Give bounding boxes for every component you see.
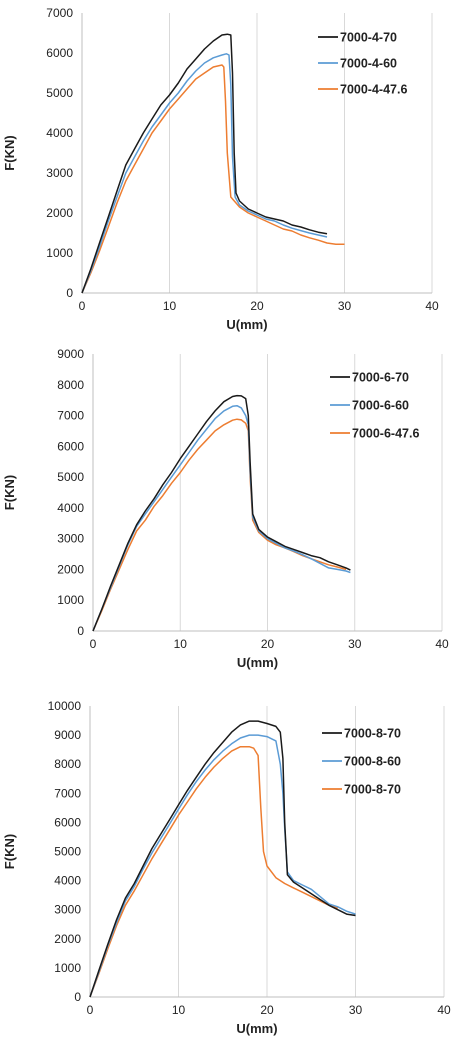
y-tick-label: 1000 [54,961,81,975]
y-tick-label: 7000 [46,6,73,20]
y-tick-label: 1000 [57,593,84,607]
x-tick-label: 0 [79,299,86,313]
y-tick-label: 3000 [54,903,81,917]
y-tick-label: 4000 [57,501,84,515]
x-tick-label: 40 [437,1003,451,1017]
y-tick-label: 0 [66,286,73,300]
y-tick-label: 4000 [46,126,73,140]
series-line-1 [81,33,328,294]
series-line-3 [89,745,339,998]
chart-2: 0 10 20 30 40 0 1000 2000 3000 4000 5000 6000 7000 80… [2,347,449,670]
chart-panel-3: 0 10 20 30 40 0 1000 2000 3000 4000 5000 6000 7000 80… [0,690,465,1061]
legend-label: 7000-6-70 [352,371,409,385]
x-tick-label: 10 [174,637,188,651]
x-tick-label: 30 [338,299,352,313]
y-tick-label: 4000 [54,874,81,888]
y-tick-label: 0 [74,990,81,1004]
y-axis-label: F(KN) [2,135,17,170]
x-tick-label: 0 [90,637,97,651]
y-tick-label: 10000 [48,699,82,713]
y-tick-label: 5000 [46,86,73,100]
chart-1: 0 10 20 30 40 0 1000 2000 3000 4000 5000 6000 7000 U(… [2,6,439,332]
legend-label: 7000-4-47.6 [340,83,407,97]
x-axis-label: U(mm) [237,655,278,670]
series-line-3 [92,418,347,632]
x-tick-label: 10 [172,1003,186,1017]
y-tick-label: 5000 [54,845,81,859]
series-line-2 [81,53,328,294]
x-tick-label: 0 [87,1003,94,1017]
chart-panel-2: 0 10 20 30 40 0 1000 2000 3000 4000 5000 6000 7000 80… [0,340,465,685]
legend-label: 7000-6-60 [352,399,409,413]
y-tick-label: 6000 [46,46,73,60]
legend-label: 7000-8-60 [344,755,401,769]
legend-label: 7000-8-70 [344,727,401,741]
legend-label: 7000-6-47.6 [352,427,419,441]
y-tick-label: 2000 [57,562,84,576]
x-tick-label: 20 [261,637,275,651]
x-tick-label: 40 [435,637,449,651]
y-tick-label: 6000 [57,439,84,453]
series-line-3 [81,64,345,294]
chart-3: 0 10 20 30 40 0 1000 2000 3000 4000 5000 6000 7000 80… [2,699,451,1036]
series-line-1 [92,394,351,632]
y-axis-label: F(KN) [2,834,17,869]
x-axis-label: U(mm) [226,317,267,332]
x-tick-label: 20 [260,1003,274,1017]
y-axis-label: F(KN) [2,475,17,510]
x-tick-label: 30 [349,1003,363,1017]
y-tick-label: 8000 [54,757,81,771]
series-line-2 [92,404,351,632]
x-tick-label: 10 [163,299,177,313]
x-axis-label: U(mm) [236,1021,277,1036]
legend-label: 7000-4-70 [340,31,397,45]
y-tick-label: 7000 [57,409,84,423]
legend-label: 7000-8-70 [344,783,401,797]
chart-panel-1: 0 10 20 30 40 0 1000 2000 3000 4000 5000 6000 7000 U(… [0,0,465,335]
y-tick-label: 9000 [54,728,81,742]
x-tick-label: 30 [348,637,362,651]
legend-label: 7000-4-60 [340,57,397,71]
y-tick-label: 2000 [54,932,81,946]
x-tick-label: 20 [250,299,264,313]
y-tick-label: 1000 [46,246,73,260]
series-line-2 [89,734,356,998]
y-tick-label: 8000 [57,378,84,392]
y-tick-label: 5000 [57,470,84,484]
y-tick-label: 2000 [46,206,73,220]
y-tick-label: 0 [77,624,84,638]
y-tick-label: 6000 [54,815,81,829]
x-tick-label: 40 [425,299,439,313]
y-tick-label: 7000 [54,786,81,800]
y-tick-label: 3000 [57,532,84,546]
series-line-1 [89,720,356,998]
y-tick-label: 9000 [57,347,84,361]
y-tick-label: 3000 [46,166,73,180]
